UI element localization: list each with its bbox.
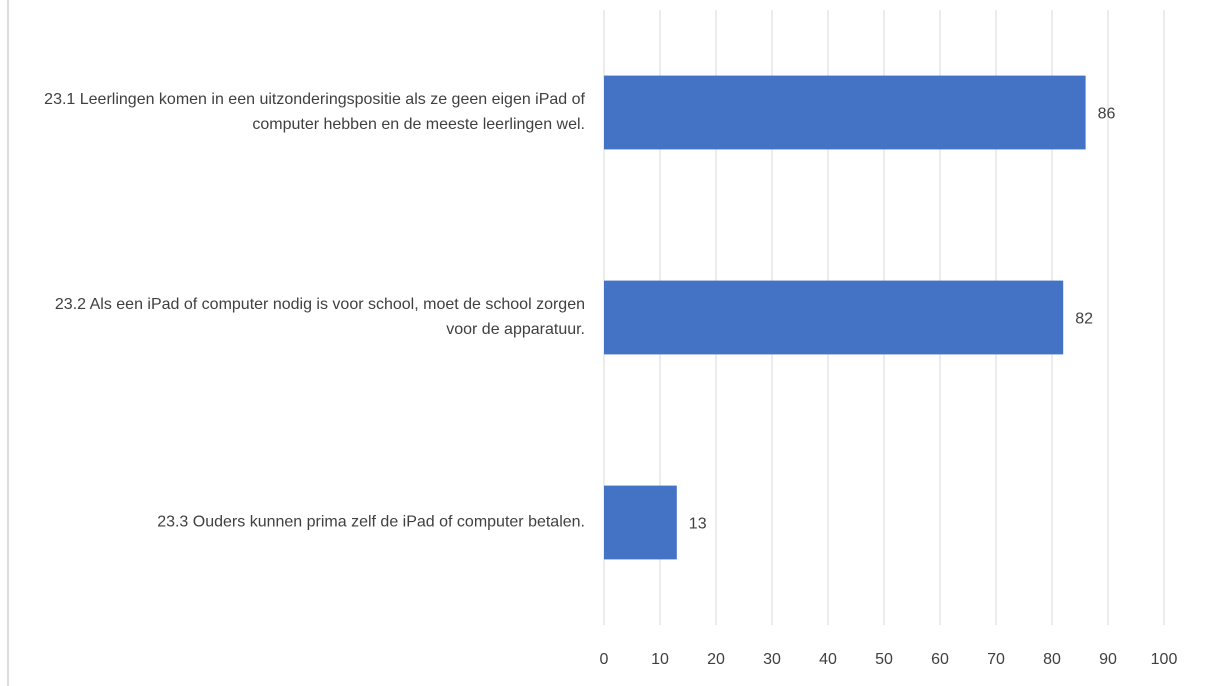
category-label: 23.1 Leerlingen komen in een uitzonderin… — [44, 91, 585, 133]
x-tick-label: 0 — [600, 651, 609, 668]
x-tick-label: 100 — [1151, 651, 1178, 668]
bar — [604, 280, 1064, 355]
x-tick-label: 50 — [875, 651, 893, 668]
x-tick-label: 70 — [987, 651, 1005, 668]
x-tick-label: 80 — [1043, 651, 1061, 668]
data-label: 82 — [1075, 311, 1093, 328]
bar — [604, 485, 677, 560]
bar — [604, 75, 1086, 150]
x-tick-label: 30 — [763, 651, 781, 668]
x-tick-label: 60 — [931, 651, 949, 668]
x-tick-label: 90 — [1099, 651, 1117, 668]
x-tick-label: 40 — [819, 651, 837, 668]
category-label: 23.2 Als een iPad of computer nodig is v… — [55, 296, 585, 338]
x-tick-label: 20 — [707, 651, 725, 668]
data-label: 13 — [689, 516, 707, 533]
category-label: 23.3 Ouders kunnen prima zelf de iPad of… — [157, 514, 585, 531]
data-label: 86 — [1098, 106, 1116, 123]
x-tick-label: 10 — [651, 651, 669, 668]
